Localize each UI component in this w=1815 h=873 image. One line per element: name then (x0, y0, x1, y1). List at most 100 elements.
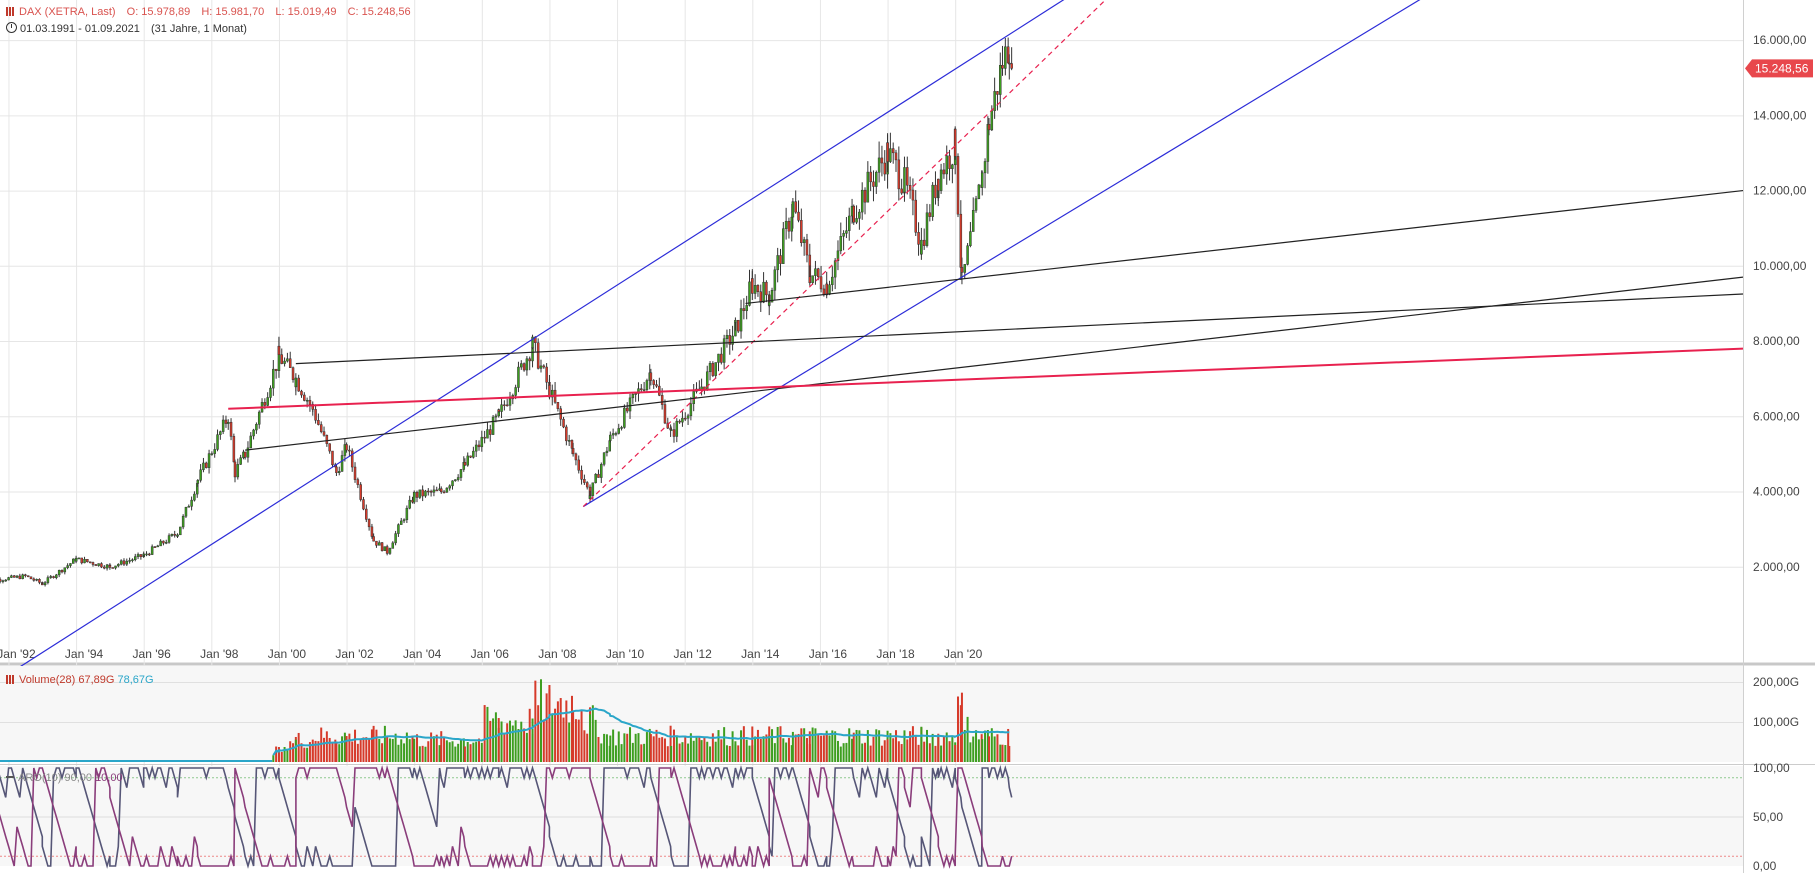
candle-body (277, 345, 281, 355)
candle-body (753, 285, 757, 294)
volume-bar (954, 745, 957, 762)
candle-body (57, 570, 61, 576)
volume-bar (280, 751, 283, 762)
candle-body (216, 434, 219, 450)
volume-bar (811, 727, 814, 762)
volume-bar (335, 742, 338, 762)
candle-body (714, 362, 717, 376)
candle-body (640, 388, 643, 391)
candle-body (736, 319, 740, 332)
volume-bar (814, 728, 817, 762)
volume-bar (432, 736, 435, 762)
volume-bar (698, 736, 701, 762)
candle-body (463, 462, 467, 466)
candle-body (350, 450, 354, 468)
volume-bar (966, 716, 969, 762)
volume-bar (834, 731, 837, 762)
candle-body (855, 218, 858, 223)
candle-body (883, 162, 886, 175)
volume-ma-value: 78,67G (117, 674, 154, 686)
candle-body (370, 526, 374, 537)
candle-body (32, 578, 36, 581)
volume-bar (782, 738, 785, 762)
aroon-lower-level: 10,00 (95, 772, 123, 784)
candle-body (311, 405, 315, 410)
candle-body (356, 479, 360, 485)
candle-body (249, 435, 253, 449)
candle-body (996, 91, 999, 95)
candle-body (308, 399, 312, 405)
candle-body (963, 264, 967, 273)
trend-2000-line (295, 293, 1744, 365)
volume-bar (577, 719, 580, 762)
volume-bar (525, 732, 528, 762)
candle-body (980, 172, 984, 188)
candle-body (133, 556, 137, 560)
volume-bar (851, 738, 854, 762)
volume-bar (443, 737, 446, 762)
volume-bar (655, 729, 658, 762)
candle-body (24, 574, 27, 576)
volume-bar (960, 692, 963, 762)
legend-close: C: 15.248,56 (347, 6, 411, 18)
volume-bar (463, 746, 466, 762)
volume-bar (338, 744, 341, 762)
volume-bar (917, 744, 920, 762)
volume-bar (574, 719, 577, 762)
x-tick-label: Jan '00 (268, 647, 307, 661)
volume-bar (408, 739, 411, 762)
candle-body (794, 201, 797, 213)
candle-body (863, 189, 867, 203)
candle-body (791, 201, 795, 218)
candle-body (378, 542, 381, 546)
volume-bar (466, 742, 469, 762)
candle-body (252, 429, 255, 437)
volume-bar (383, 725, 386, 762)
candle-body (10, 575, 13, 578)
volume-bar (365, 737, 368, 762)
volume-bar (928, 743, 931, 762)
candle-body (480, 436, 484, 448)
y-tick-label: 12.000,00 (1753, 184, 1807, 198)
candle-body (91, 562, 95, 565)
candle-body (937, 178, 940, 191)
volume-bar (623, 733, 626, 762)
volume-bar (308, 742, 311, 762)
volume-tick-label: 100,00G (1753, 715, 1799, 729)
volume-bar (728, 745, 731, 762)
candle-body (594, 473, 597, 484)
candle-body (402, 519, 406, 522)
candle-body (472, 450, 475, 458)
candle-body (782, 228, 785, 264)
candle-body (728, 335, 732, 345)
candle-body (150, 546, 154, 555)
candle-body (97, 563, 100, 566)
volume-bar (645, 732, 648, 762)
candle-body (925, 212, 929, 246)
candle-body (272, 368, 275, 389)
candle-body (283, 360, 286, 364)
candle-body (1008, 62, 1011, 65)
volume-bar (418, 746, 421, 762)
volume-bar (528, 708, 531, 762)
candle-body (229, 421, 233, 437)
volume-bar (880, 745, 883, 762)
volume-bar (779, 726, 782, 762)
candle-body (397, 524, 400, 534)
candle-body (847, 215, 851, 231)
volume-bar (386, 736, 389, 762)
volume-bar (1001, 744, 1004, 762)
volume-bar (375, 729, 378, 762)
candle-body (184, 507, 188, 517)
candle-body (987, 124, 991, 131)
aroon-legend: ARO(10) 90,00 10,00 (6, 772, 123, 784)
volume-bar (323, 737, 326, 762)
candle-body (255, 424, 258, 431)
candle-body (213, 449, 216, 454)
volume-bar (999, 744, 1002, 762)
volume-bar (603, 733, 606, 762)
volume-bar (903, 734, 906, 762)
volume-bar (1007, 728, 1010, 762)
candle-body (686, 415, 690, 419)
